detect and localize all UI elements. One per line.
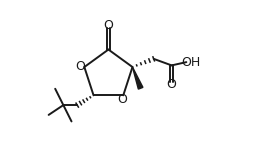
Text: O: O xyxy=(118,93,127,106)
Text: O: O xyxy=(103,19,113,32)
Text: OH: OH xyxy=(181,56,200,69)
Text: O: O xyxy=(166,78,176,91)
Text: O: O xyxy=(75,60,85,73)
Polygon shape xyxy=(132,67,143,89)
